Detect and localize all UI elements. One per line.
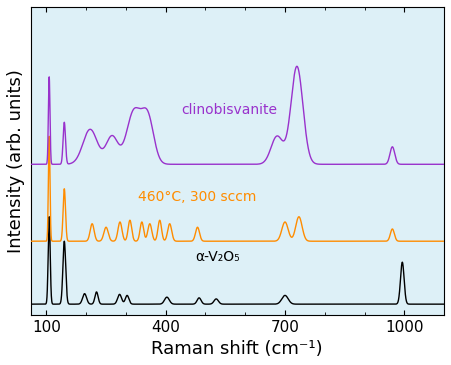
Text: α-V₂O₅: α-V₂O₅	[195, 250, 240, 264]
Text: 460°C, 300 sccm: 460°C, 300 sccm	[138, 191, 257, 204]
Y-axis label: Intensity (arb. units): Intensity (arb. units)	[7, 69, 25, 253]
X-axis label: Raman shift (cm⁻¹): Raman shift (cm⁻¹)	[152, 340, 323, 358]
Text: clinobisvanite: clinobisvanite	[181, 103, 277, 117]
